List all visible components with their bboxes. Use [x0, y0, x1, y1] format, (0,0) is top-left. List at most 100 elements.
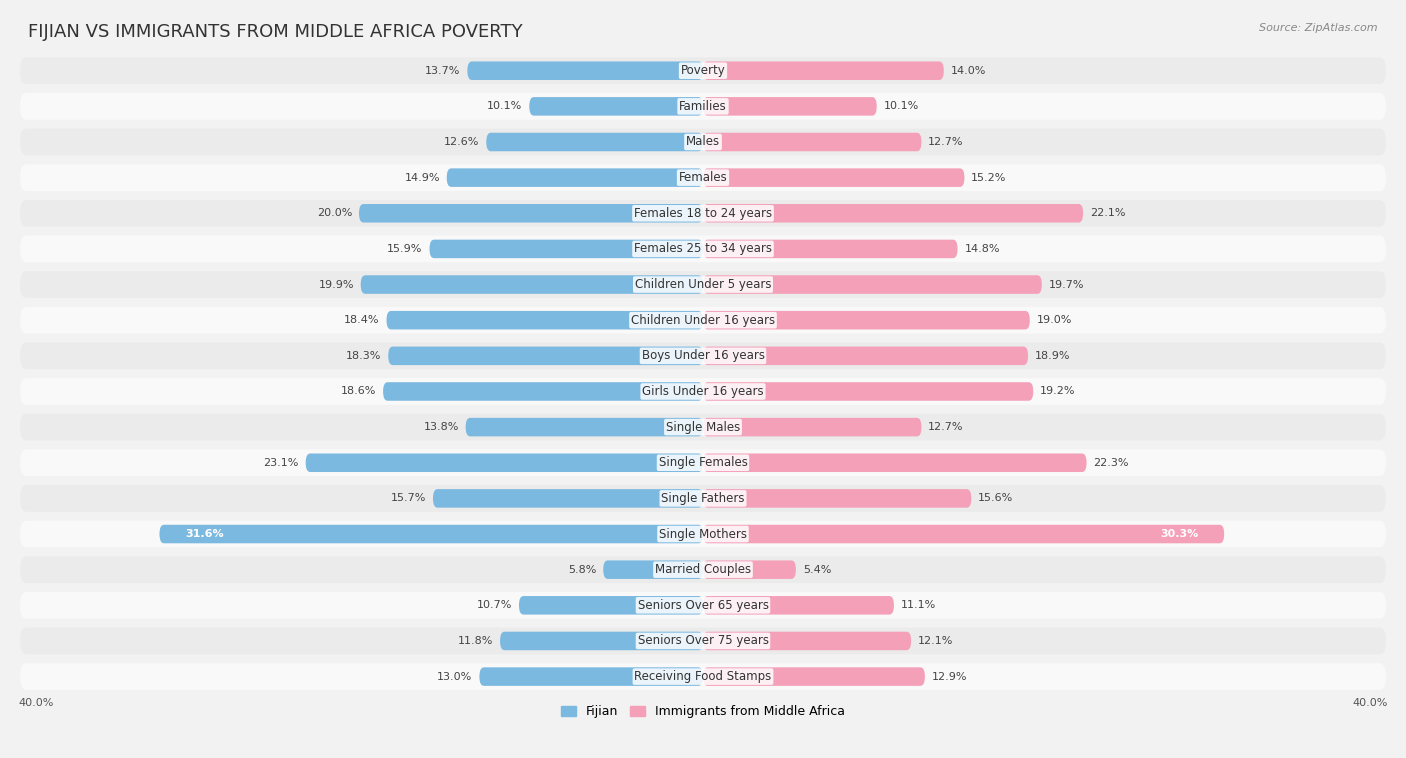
FancyBboxPatch shape: [703, 346, 1028, 365]
FancyBboxPatch shape: [20, 164, 1386, 191]
Text: Males: Males: [686, 136, 720, 149]
FancyBboxPatch shape: [703, 525, 1225, 543]
FancyBboxPatch shape: [20, 58, 1386, 84]
Text: Single Males: Single Males: [666, 421, 740, 434]
FancyBboxPatch shape: [703, 168, 965, 187]
Text: 14.0%: 14.0%: [950, 66, 986, 76]
FancyBboxPatch shape: [479, 667, 703, 686]
Text: 12.1%: 12.1%: [918, 636, 953, 646]
FancyBboxPatch shape: [703, 133, 921, 152]
Text: 18.4%: 18.4%: [344, 315, 380, 325]
FancyBboxPatch shape: [20, 556, 1386, 583]
Text: 10.7%: 10.7%: [477, 600, 512, 610]
FancyBboxPatch shape: [703, 418, 921, 437]
FancyBboxPatch shape: [20, 378, 1386, 405]
Text: 18.9%: 18.9%: [1035, 351, 1070, 361]
Text: Receiving Food Stamps: Receiving Food Stamps: [634, 670, 772, 683]
Text: 14.9%: 14.9%: [405, 173, 440, 183]
FancyBboxPatch shape: [388, 346, 703, 365]
Text: Females 25 to 34 years: Females 25 to 34 years: [634, 243, 772, 255]
FancyBboxPatch shape: [465, 418, 703, 437]
Text: 12.6%: 12.6%: [444, 137, 479, 147]
FancyBboxPatch shape: [20, 485, 1386, 512]
Text: Source: ZipAtlas.com: Source: ZipAtlas.com: [1260, 23, 1378, 33]
Text: 11.8%: 11.8%: [458, 636, 494, 646]
FancyBboxPatch shape: [703, 382, 1033, 401]
Text: 12.7%: 12.7%: [928, 422, 965, 432]
Text: 13.7%: 13.7%: [425, 66, 461, 76]
Text: 14.8%: 14.8%: [965, 244, 1000, 254]
Text: 20.0%: 20.0%: [316, 208, 352, 218]
FancyBboxPatch shape: [501, 631, 703, 650]
Text: Single Mothers: Single Mothers: [659, 528, 747, 540]
Text: 12.9%: 12.9%: [932, 672, 967, 681]
FancyBboxPatch shape: [703, 311, 1029, 330]
Text: 15.6%: 15.6%: [979, 493, 1014, 503]
FancyBboxPatch shape: [703, 560, 796, 579]
Text: Females: Females: [679, 171, 727, 184]
FancyBboxPatch shape: [703, 489, 972, 508]
FancyBboxPatch shape: [703, 631, 911, 650]
FancyBboxPatch shape: [382, 382, 703, 401]
Text: 12.7%: 12.7%: [928, 137, 965, 147]
FancyBboxPatch shape: [361, 275, 703, 294]
Text: Females 18 to 24 years: Females 18 to 24 years: [634, 207, 772, 220]
Legend: Fijian, Immigrants from Middle Africa: Fijian, Immigrants from Middle Africa: [555, 700, 851, 723]
Text: 19.9%: 19.9%: [318, 280, 354, 290]
FancyBboxPatch shape: [703, 97, 877, 116]
FancyBboxPatch shape: [359, 204, 703, 223]
Text: 31.6%: 31.6%: [186, 529, 224, 539]
Text: 22.3%: 22.3%: [1094, 458, 1129, 468]
Text: 22.1%: 22.1%: [1090, 208, 1125, 218]
FancyBboxPatch shape: [20, 414, 1386, 440]
FancyBboxPatch shape: [447, 168, 703, 187]
Text: 19.7%: 19.7%: [1049, 280, 1084, 290]
Text: 15.9%: 15.9%: [387, 244, 423, 254]
FancyBboxPatch shape: [20, 663, 1386, 690]
FancyBboxPatch shape: [20, 129, 1386, 155]
Text: Children Under 5 years: Children Under 5 years: [634, 278, 772, 291]
FancyBboxPatch shape: [20, 271, 1386, 298]
FancyBboxPatch shape: [20, 449, 1386, 476]
Text: 30.3%: 30.3%: [1160, 529, 1198, 539]
Text: 10.1%: 10.1%: [486, 102, 523, 111]
Text: Girls Under 16 years: Girls Under 16 years: [643, 385, 763, 398]
FancyBboxPatch shape: [703, 61, 943, 80]
Text: Seniors Over 65 years: Seniors Over 65 years: [637, 599, 769, 612]
Text: 15.2%: 15.2%: [972, 173, 1007, 183]
FancyBboxPatch shape: [433, 489, 703, 508]
Text: 11.1%: 11.1%: [901, 600, 936, 610]
FancyBboxPatch shape: [703, 667, 925, 686]
FancyBboxPatch shape: [20, 521, 1386, 547]
Text: Boys Under 16 years: Boys Under 16 years: [641, 349, 765, 362]
Text: Single Fathers: Single Fathers: [661, 492, 745, 505]
Text: Families: Families: [679, 100, 727, 113]
FancyBboxPatch shape: [387, 311, 703, 330]
FancyBboxPatch shape: [467, 61, 703, 80]
FancyBboxPatch shape: [703, 453, 1087, 472]
FancyBboxPatch shape: [529, 97, 703, 116]
Text: Single Females: Single Females: [658, 456, 748, 469]
FancyBboxPatch shape: [603, 560, 703, 579]
FancyBboxPatch shape: [20, 343, 1386, 369]
Text: Married Couples: Married Couples: [655, 563, 751, 576]
Text: 5.4%: 5.4%: [803, 565, 831, 575]
FancyBboxPatch shape: [20, 236, 1386, 262]
FancyBboxPatch shape: [703, 240, 957, 258]
Text: FIJIAN VS IMMIGRANTS FROM MIDDLE AFRICA POVERTY: FIJIAN VS IMMIGRANTS FROM MIDDLE AFRICA …: [28, 23, 523, 41]
Text: 5.8%: 5.8%: [568, 565, 596, 575]
Text: 19.2%: 19.2%: [1040, 387, 1076, 396]
Text: 13.0%: 13.0%: [437, 672, 472, 681]
Text: 40.0%: 40.0%: [1353, 698, 1388, 708]
Text: Seniors Over 75 years: Seniors Over 75 years: [637, 634, 769, 647]
FancyBboxPatch shape: [20, 307, 1386, 334]
FancyBboxPatch shape: [519, 596, 703, 615]
FancyBboxPatch shape: [20, 628, 1386, 654]
Text: 19.0%: 19.0%: [1036, 315, 1071, 325]
Text: 18.6%: 18.6%: [340, 387, 377, 396]
Text: 23.1%: 23.1%: [263, 458, 299, 468]
Text: 15.7%: 15.7%: [391, 493, 426, 503]
Text: 40.0%: 40.0%: [18, 698, 53, 708]
Text: 18.3%: 18.3%: [346, 351, 381, 361]
Text: Poverty: Poverty: [681, 64, 725, 77]
